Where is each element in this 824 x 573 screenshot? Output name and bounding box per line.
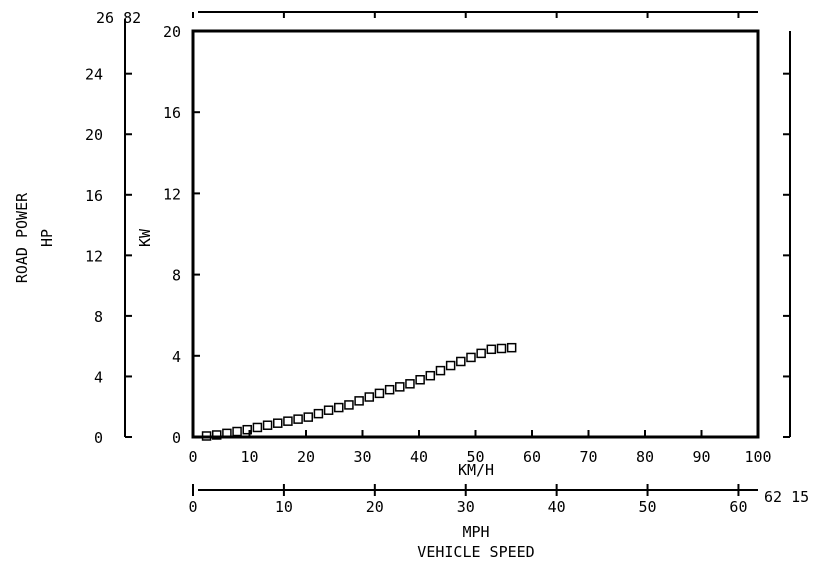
hp-tick-label: 0	[94, 429, 103, 447]
data-point	[384, 384, 395, 395]
kmh-tick-label: 40	[410, 448, 428, 466]
kmh-axis-title: KM/H	[458, 461, 494, 479]
plot-border	[191, 29, 760, 439]
data-point	[262, 420, 273, 430]
kw-tick-label: 16	[163, 104, 181, 122]
plot-frame	[191, 29, 760, 439]
mph-tick-label: 0	[188, 498, 197, 516]
data-points	[201, 342, 517, 441]
data-point	[222, 428, 232, 439]
data-point	[293, 414, 303, 424]
kmh-tick-label: 0	[188, 448, 197, 466]
data-point	[506, 342, 517, 353]
kw-tick-label: 4	[172, 348, 181, 366]
data-point	[456, 356, 466, 367]
data-point	[242, 424, 252, 435]
kw-axis-title: KW	[136, 228, 154, 247]
road-power-axis-title: ROAD POWER	[13, 192, 31, 283]
mph-axis-title: MPH	[462, 523, 489, 541]
kw-tick-label: 20	[163, 23, 181, 41]
hp-axis: 0 4 8 12 16 20 24	[85, 19, 132, 447]
data-point	[283, 416, 293, 426]
kmh-tick-label: 90	[692, 448, 710, 466]
data-point	[344, 400, 354, 410]
mph-tick-label: 50	[639, 498, 657, 516]
data-point	[496, 343, 507, 354]
data-point	[232, 426, 242, 437]
data-point	[313, 408, 324, 419]
mph-tick-label: 10	[275, 498, 293, 516]
data-point	[334, 402, 344, 413]
kmh-tick-label: 20	[297, 448, 315, 466]
data-point	[211, 430, 222, 440]
data-point	[415, 375, 425, 385]
hp-tick-label: 16	[85, 187, 103, 205]
data-point	[354, 396, 364, 406]
kmh-tick-label: 10	[240, 448, 258, 466]
data-point	[486, 344, 497, 355]
data-point	[252, 422, 263, 433]
data-point	[466, 352, 476, 363]
data-point	[364, 392, 375, 402]
hp-tick-label: 8	[94, 308, 103, 326]
right-axis	[783, 31, 791, 438]
vehicle-speed-title: VEHICLE SPEED	[417, 543, 534, 561]
data-point	[405, 379, 415, 389]
data-point	[476, 348, 486, 359]
mph-tick-label: 30	[457, 498, 475, 516]
hp-tick-label: 24	[85, 66, 103, 84]
kmh-tick-label: 80	[636, 448, 654, 466]
data-point	[374, 388, 385, 399]
top-axis	[192, 11, 758, 18]
mph-tick-label: 60	[729, 498, 747, 516]
data-point	[273, 418, 283, 428]
kmh-tick-label: 70	[579, 448, 597, 466]
kw-tick-label: 0	[172, 429, 181, 447]
kmh-tick-label: 30	[353, 448, 371, 466]
data-point	[303, 412, 314, 422]
data-point	[425, 370, 436, 381]
hp-unit-label: HP	[38, 229, 56, 247]
kmh-tick-label: 100	[744, 448, 771, 466]
mph-tick-label: 40	[548, 498, 566, 516]
data-point	[445, 360, 456, 371]
kmh-tick-label: 60	[523, 448, 541, 466]
data-point	[323, 405, 334, 415]
kmh-tick-label: 50	[466, 448, 484, 466]
data-point	[201, 431, 212, 441]
data-point	[395, 382, 405, 392]
hp-tick-label: 20	[85, 126, 103, 144]
mph-tick-label: 20	[366, 498, 384, 516]
mph-axis-end-label: 62 15	[764, 488, 809, 506]
kw-tick-label: 8	[172, 267, 181, 285]
kw-tick-label: 12	[163, 185, 181, 203]
hp-tick-label: 12	[85, 247, 103, 265]
data-point	[435, 365, 446, 376]
hp-tick-label: 4	[94, 368, 103, 386]
kw-axis: 0 4 8 12 16 20	[163, 23, 200, 447]
hp-axis-end-label: 26 82	[96, 9, 141, 27]
mph-axis: 0 10 20 30 40 50 60	[188, 484, 758, 516]
